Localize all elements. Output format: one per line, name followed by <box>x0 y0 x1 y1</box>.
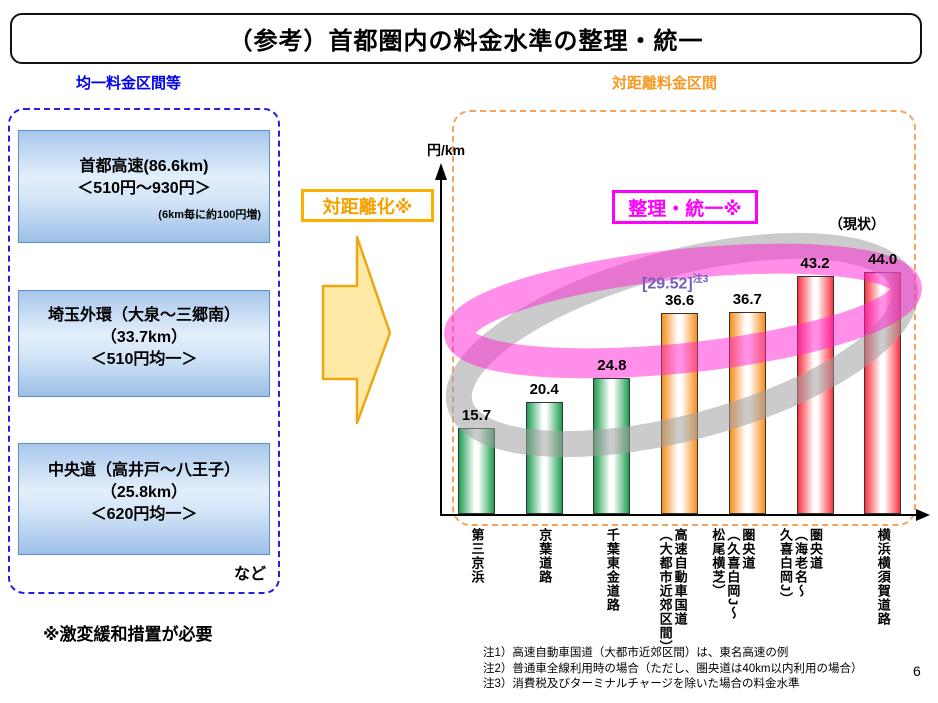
rate-box-line: （33.7km） <box>100 329 188 346</box>
bar <box>458 427 495 514</box>
bar-value-label: 36.7 <box>732 291 762 309</box>
category-label: 京葉道路 <box>537 528 553 584</box>
block-arrow-icon <box>321 235 392 425</box>
unify-label-box: 整理・統一※ <box>612 190 758 224</box>
bar-value-label: 36.6 <box>664 291 695 309</box>
category-label: 千葉東金道路 <box>604 528 620 612</box>
bar-value-label: 20.4 <box>529 380 559 398</box>
bar-value-label: 44.0 <box>868 251 898 268</box>
category-label: 第三京浜 <box>469 528 485 584</box>
caution-note: ※激変緩和措置が必要 <box>43 625 213 644</box>
page-number: 6 <box>913 663 921 679</box>
category-label: 高速自動車国道 （大都市近郊区間） <box>657 528 688 654</box>
footnote: 注3）消費税及びターミナルチャージを除いた場合の料金水準 <box>483 678 800 690</box>
rate-box-line: （25.8km） <box>100 484 188 501</box>
rate-box-shuto: 首都高速(86.6km) ＜510円～930円＞ (6km毎に約100円増) <box>18 130 270 243</box>
category-label: 圏央道 （久喜白岡J～ 松尾横芝） <box>710 528 756 621</box>
bar <box>728 312 766 514</box>
bar <box>525 401 563 514</box>
rate-box-note: (6km毎に約100円増) <box>158 209 261 221</box>
flat-rate-section-header: 均一料金区間等 <box>76 75 182 92</box>
bar-value-label: 15.7 <box>461 406 492 424</box>
title-box: （参考）首都圏内の料金水準の整理・統一 <box>10 13 922 64</box>
unified-rate-value: [29.52] <box>642 275 693 293</box>
etc-label: など <box>233 566 266 583</box>
unified-rate-note-ref: 注3 <box>692 274 709 285</box>
y-axis-unit-label: 円/km <box>427 142 466 158</box>
rate-box-line: ＜510円～930円＞ <box>77 180 211 197</box>
footnote: 注2）普通車全線利用時の場合（ただし、圏央道は40km以内利用の場合） <box>483 662 863 675</box>
rate-box-line: 首都高速(86.6km) <box>79 158 209 175</box>
y-axis-arrow-icon <box>435 163 447 180</box>
bar <box>864 272 902 514</box>
flat-rate-panel <box>8 108 280 594</box>
unified-rate-annotation: [29.52]注3 <box>642 270 708 293</box>
bar-value-label: 24.8 <box>597 356 627 374</box>
rate-box-line: ＜620円均一＞ <box>90 506 198 523</box>
category-label: 圏央道 （海老名～ 久喜白岡J） <box>778 528 823 607</box>
page-title: （参考）首都圏内の料金水準の整理・統一 <box>228 28 704 55</box>
bar <box>593 377 631 514</box>
bar <box>661 312 699 514</box>
rate-box-line: ＜510円均一＞ <box>90 351 198 368</box>
bar-value-label: 43.2 <box>800 255 830 273</box>
distance-conversion-label: 対距離化※ <box>301 189 434 222</box>
rate-box-saitama-gaikan: 埼玉外環（大泉～三郷南） （33.7km） ＜510円均一＞ <box>18 290 270 397</box>
category-label: 横浜横須賀道路 <box>875 528 891 626</box>
rate-box-line: 埼玉外環（大泉～三郷南） <box>47 307 240 324</box>
bar <box>796 276 834 514</box>
x-axis-arrow-icon <box>916 509 930 521</box>
current-status-label: （現状） <box>829 216 885 232</box>
distance-rate-section-header: 対距離料金区間 <box>612 75 718 92</box>
footnote: 注1）高速自動車国道（大都市近郊区間）は、東名高速の例 <box>483 647 789 659</box>
rate-box-line: 中央道（高井戸～八王子） <box>47 462 240 479</box>
footnotes: 注1）高速自動車国道（大都市近郊区間）は、東名高速の例 注2）普通車全線利用時の… <box>483 646 863 693</box>
rate-box-chuo: 中央道（高井戸～八王子） （25.8km） ＜620円均一＞ <box>18 443 270 555</box>
